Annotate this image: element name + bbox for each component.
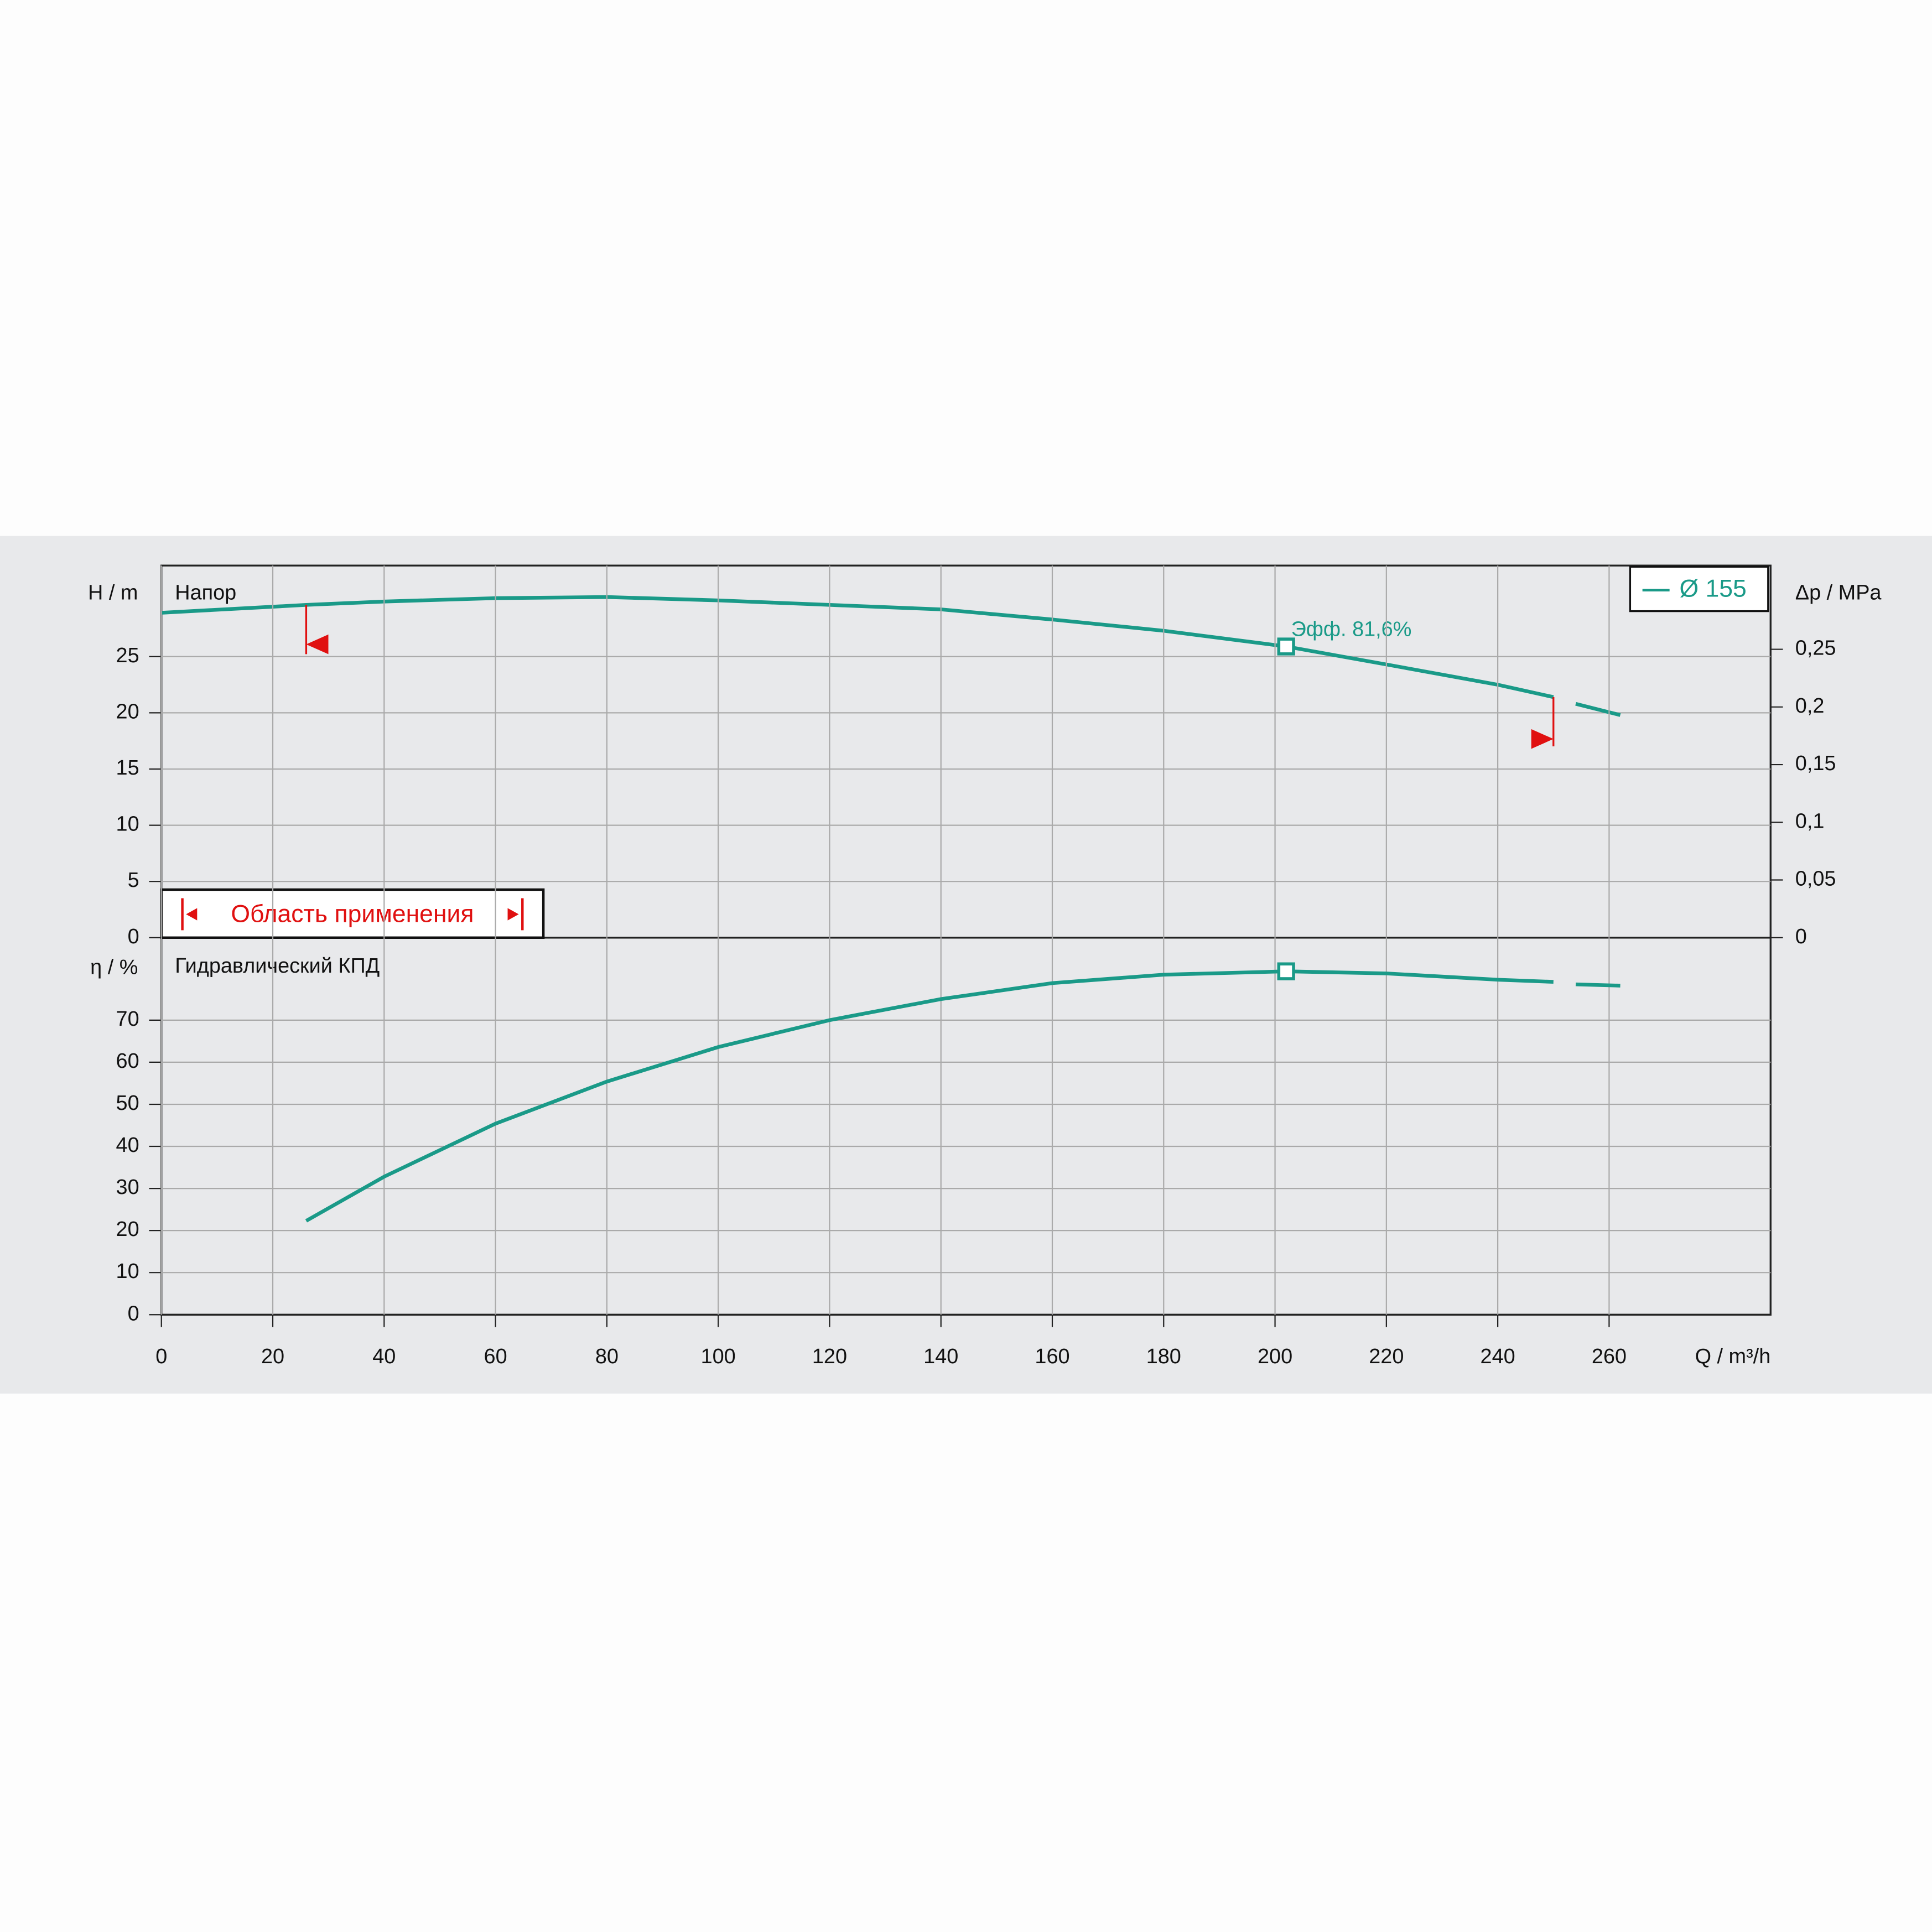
x-tick-label: 80 bbox=[595, 1345, 619, 1368]
x-tick-label: 120 bbox=[812, 1345, 847, 1368]
range-arrow bbox=[507, 908, 519, 921]
best-point-marker bbox=[1277, 962, 1295, 980]
panel-title: Напор bbox=[175, 581, 236, 604]
x-tick-label: 240 bbox=[1481, 1345, 1515, 1368]
y-tick-label: 5 bbox=[128, 869, 139, 892]
y-tick-label: 70 bbox=[116, 1007, 139, 1031]
range-arrow bbox=[1531, 729, 1554, 749]
y-tick-label: 60 bbox=[116, 1050, 139, 1073]
x-tick-label: 100 bbox=[701, 1345, 736, 1368]
y2-tick-label: 0,2 bbox=[1795, 694, 1825, 718]
y-axis-label: η / % bbox=[90, 955, 138, 979]
y-tick-label: 10 bbox=[116, 813, 139, 836]
y2-tick-label: 0,25 bbox=[1795, 637, 1836, 660]
y2-axis-label: Δp / MPa bbox=[1795, 581, 1882, 604]
y-tick-label: 25 bbox=[116, 644, 139, 667]
y2-tick-label: 0,1 bbox=[1795, 809, 1825, 833]
range-label-box bbox=[160, 888, 545, 939]
x-tick-label: 60 bbox=[484, 1345, 507, 1368]
y-axis-label: H / m bbox=[88, 581, 138, 604]
y-tick-label: 20 bbox=[116, 1218, 139, 1241]
y2-tick-label: 0,05 bbox=[1795, 868, 1836, 891]
y2-tick-label: 0,15 bbox=[1795, 752, 1836, 775]
annotation: Эфф. 81,6% bbox=[1291, 618, 1412, 641]
range-arrow bbox=[186, 908, 198, 921]
data-line bbox=[161, 595, 1621, 717]
best-point-marker bbox=[1277, 637, 1295, 656]
y-tick-label: 50 bbox=[116, 1092, 139, 1115]
x-tick-label: 160 bbox=[1035, 1345, 1069, 1368]
x-tick-label: 200 bbox=[1258, 1345, 1292, 1368]
x-tick-label: 40 bbox=[372, 1345, 396, 1368]
panel-title: Гидравлический КПД bbox=[175, 954, 380, 978]
x-axis-label: Q / m³/h bbox=[1695, 1345, 1771, 1368]
y-tick-label: 15 bbox=[116, 756, 139, 780]
chart-background bbox=[0, 536, 1932, 1394]
x-tick-label: 140 bbox=[923, 1345, 958, 1368]
data-line bbox=[305, 969, 1621, 1223]
y-tick-label: 0 bbox=[128, 925, 139, 948]
y-tick-label: 30 bbox=[116, 1176, 139, 1199]
range-label: Область применения bbox=[231, 900, 474, 927]
y2-tick-label: 0 bbox=[1795, 925, 1807, 948]
x-tick-label: 180 bbox=[1146, 1345, 1181, 1368]
y-tick-label: 20 bbox=[116, 700, 139, 723]
x-tick-label: 20 bbox=[261, 1345, 284, 1368]
y-tick-label: 0 bbox=[128, 1302, 139, 1325]
x-tick-label: 220 bbox=[1369, 1345, 1404, 1368]
y-tick-label: 10 bbox=[116, 1260, 139, 1283]
range-arrow bbox=[306, 634, 329, 655]
legend-label: Ø 155 bbox=[1679, 575, 1746, 603]
x-tick-label: 0 bbox=[155, 1345, 167, 1368]
x-tick-label: 260 bbox=[1592, 1345, 1627, 1368]
y-tick-label: 40 bbox=[116, 1134, 139, 1157]
